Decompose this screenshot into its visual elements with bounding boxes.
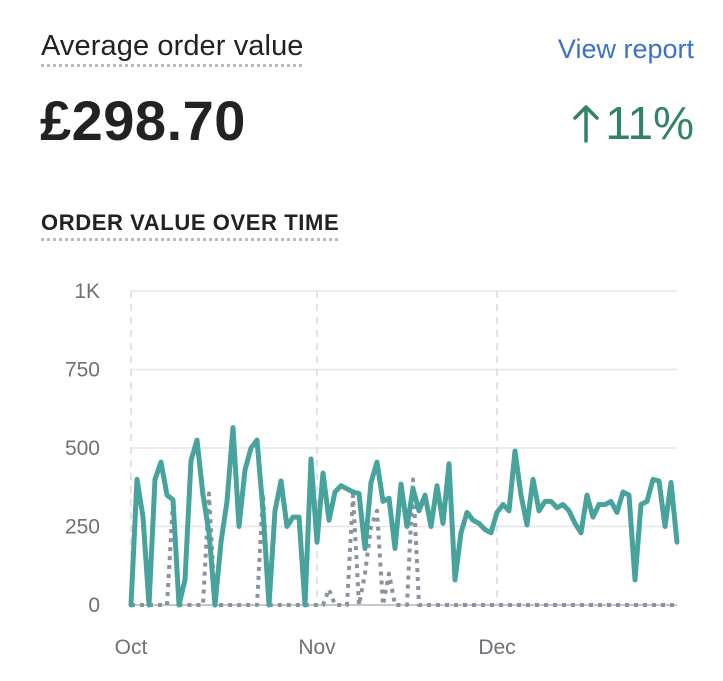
comparison-series-line <box>131 477 677 607</box>
trend-indicator: 11% <box>571 96 694 150</box>
x-tick-label: Oct <box>115 636 148 659</box>
metric-value: £298.70 <box>40 89 246 152</box>
y-tick-label: 0 <box>88 594 100 617</box>
y-axis-ticks: 0 250 500 750 1K <box>65 280 100 617</box>
x-tick-label: Dec <box>478 636 515 659</box>
chart-section-title[interactable]: ORDER VALUE OVER TIME <box>41 210 340 235</box>
view-report-link[interactable]: View report <box>557 34 694 64</box>
y-tick-label: 1K <box>74 280 100 303</box>
x-tick-label: Nov <box>298 636 336 659</box>
y-tick-label: 750 <box>65 359 100 382</box>
trend-percentage: 11% <box>605 97 694 149</box>
chart-series <box>128 425 680 608</box>
card-title[interactable]: Average order value <box>41 30 304 62</box>
arrow-up-icon <box>573 105 600 143</box>
x-axis-ticks: Oct Nov Dec <box>115 636 516 659</box>
y-tick-label: 500 <box>65 437 100 460</box>
primary-series-line <box>128 425 680 608</box>
chart-gridlines <box>130 290 677 606</box>
y-tick-label: 250 <box>65 516 100 539</box>
